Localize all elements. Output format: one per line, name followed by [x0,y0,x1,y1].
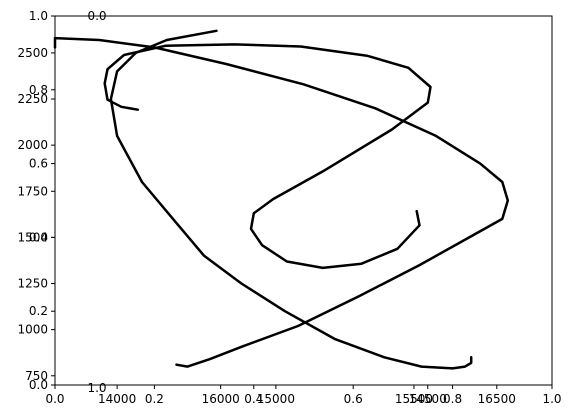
overlay-y-tick-label: 0.0 [29,378,48,392]
overlay-x-tick-label: 0.6 [344,392,363,406]
panel-y-tick-label: 1500 [17,230,48,244]
panel-y-tick-label: 2000 [17,138,48,152]
overlay-x-tick-label: 0.0 [45,392,64,406]
series-layer [53,29,510,370]
overlay-y-tick-label: 0.2 [29,304,48,318]
overlay-x-tick-label: 1.0 [542,392,561,406]
overlay-x-tick-label: 0.8 [443,392,462,406]
panel-y-tick-label: 1250 [17,277,48,291]
panel-y-tick-label: 1000 [17,323,48,337]
overlay-y-tick-label: 0.4 [29,230,48,244]
panel-y-tick-label: 750 [25,369,48,383]
panel-x-tick-label: 14500 [409,392,447,406]
panel-x-tick-label: 15500 [395,392,433,406]
overlay-y-tick-label: 0.6 [29,157,48,171]
overlay-y-tick-label: 1.0 [29,9,48,23]
panel-x-tick-label: 15000 [257,392,295,406]
overlay-y-tick-label: 0.8 [29,83,48,97]
panel-axis-ticks: 14000 14500 750 1000 1250 1500 1750 2000 2250 250… [17,46,515,406]
overlay-x-tick-label: 0.4 [244,392,263,406]
series-line-center [103,43,432,270]
plot-frame [54,15,553,386]
overlay-x-tick-label: 0.2 [145,392,164,406]
panel-y-tick-label: 2500 [17,46,48,60]
series-line-right [53,36,510,368]
panel-top-label: 0.0 [87,9,106,23]
panel-x-tick-label: 14000 [98,392,136,406]
panel-y-tick-label: 2250 [17,92,48,106]
panel-x-tick-label: 16500 [478,392,516,406]
panel-y-tick-label: 1750 [17,184,48,198]
overlay-axis-ticks: 0.0 0.2 0.4 0.6 0.8 1.0 0.0 0.2 0.4 0.6 0.8 1.0 [29,9,562,406]
series-line-left [109,29,473,370]
panel-bottom-label: 1.0 [87,381,106,395]
panel-x-tick-label: 16000 [202,392,240,406]
